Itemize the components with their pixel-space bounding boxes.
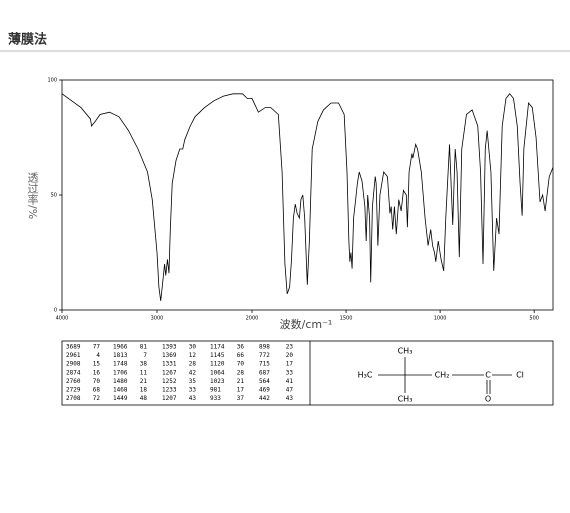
peak-transmittance: 42 [189, 369, 197, 376]
peak-transmittance: 18 [140, 387, 148, 394]
peak-transmittance: 38 [140, 361, 148, 368]
structure-atom: CH₃ [398, 395, 413, 404]
peak-wavenumber: 442 [259, 395, 270, 402]
peak-transmittance: 21 [140, 378, 148, 385]
peak-transmittance: 70 [237, 361, 245, 368]
x-tick-label: 4000 [56, 316, 69, 322]
peak-wavenumber: 715 [259, 361, 270, 368]
peak-transmittance: 70 [93, 378, 101, 385]
page-title: 薄膜法 [8, 32, 47, 48]
peak-transmittance: 21 [237, 378, 245, 385]
peak-transmittance: 66 [237, 352, 245, 359]
peak-wavenumber: 687 [259, 369, 270, 376]
structure-atom: Cl [516, 371, 524, 380]
peak-transmittance: 28 [237, 369, 245, 376]
peak-transmittance: 7 [143, 352, 147, 359]
peak-wavenumber: 3689 [66, 344, 81, 351]
peak-wavenumber: 1480 [113, 378, 128, 385]
peak-wavenumber: 933 [210, 395, 221, 402]
peak-wavenumber: 1706 [113, 369, 128, 376]
peak-transmittance: 68 [93, 387, 101, 394]
structure-atom: CH₃ [398, 347, 413, 356]
peak-wavenumber: 2908 [66, 361, 81, 368]
peak-transmittance: 81 [140, 344, 148, 351]
peak-wavenumber: 1252 [162, 378, 177, 385]
structure-atom: H₃C [358, 371, 373, 380]
x-tick-label: 500 [529, 316, 539, 322]
y-axis-label: 透过率/% [26, 172, 39, 219]
peak-transmittance: 36 [237, 344, 245, 351]
peak-wavenumber: 1064 [210, 369, 225, 376]
peak-transmittance: 23 [286, 344, 294, 351]
y-tick-label: 50 [51, 193, 57, 199]
peak-transmittance: 41 [286, 378, 294, 385]
peak-wavenumber: 1966 [113, 344, 128, 351]
peak-transmittance: 43 [189, 395, 197, 402]
peak-transmittance: 33 [286, 369, 294, 376]
structure-atom: CH₂ [435, 371, 450, 380]
peak-transmittance: 48 [140, 395, 148, 402]
peak-wavenumber: 1023 [210, 378, 225, 385]
peak-wavenumber: 2961 [66, 352, 81, 359]
peak-transmittance: 33 [189, 387, 197, 394]
peak-transmittance: 12 [189, 352, 197, 359]
peak-wavenumber: 1468 [113, 387, 128, 394]
peak-wavenumber: 2874 [66, 369, 81, 376]
peak-wavenumber: 981 [210, 387, 221, 394]
peak-wavenumber: 1145 [210, 352, 225, 359]
peak-transmittance: 16 [93, 369, 101, 376]
peak-wavenumber: 1393 [162, 344, 177, 351]
peak-wavenumber: 1267 [162, 369, 177, 376]
peak-wavenumber: 2708 [66, 395, 81, 402]
peak-wavenumber: 1449 [113, 395, 128, 402]
peak-transmittance: 17 [286, 361, 294, 368]
peak-transmittance: 20 [286, 352, 294, 359]
peak-transmittance: 30 [189, 344, 197, 351]
table-frame [61, 340, 554, 406]
peak-wavenumber: 772 [259, 352, 270, 359]
y-tick-label: 0 [54, 308, 57, 314]
peak-wavenumber: 1331 [162, 361, 177, 368]
peak-transmittance: 4 [96, 352, 100, 359]
peak-wavenumber: 1748 [113, 361, 128, 368]
x-tick-label: 1500 [340, 316, 353, 322]
spectrum-line [61, 93, 554, 301]
peak-wavenumber: 2729 [66, 387, 81, 394]
peak-wavenumber: 1120 [210, 361, 225, 368]
peak-transmittance: 28 [189, 361, 197, 368]
peak-transmittance: 15 [93, 361, 101, 368]
peak-transmittance: 17 [237, 387, 245, 394]
x-axis-label: 波数/cm⁻¹ [280, 318, 333, 331]
peak-wavenumber: 1233 [162, 387, 177, 394]
structure-atom: O [485, 395, 491, 404]
peak-transmittance: 72 [93, 395, 101, 402]
peak-transmittance: 11 [140, 369, 148, 376]
peak-wavenumber: 1207 [162, 395, 177, 402]
peak-wavenumber: 564 [259, 378, 270, 385]
peak-transmittance: 47 [286, 387, 294, 394]
structure-atom: C [485, 371, 491, 380]
peak-wavenumber: 1174 [210, 344, 225, 351]
x-tick-label: 1000 [434, 316, 447, 322]
peak-wavenumber: 2760 [66, 378, 81, 385]
peak-wavenumber: 1813 [113, 352, 128, 359]
peak-transmittance: 43 [286, 395, 294, 402]
x-tick-label: 3000 [151, 316, 164, 322]
structure-bonds [378, 357, 512, 394]
peak-wavenumber: 469 [259, 387, 270, 394]
peak-wavenumber: 1369 [162, 352, 177, 359]
peak-transmittance: 77 [93, 344, 101, 351]
peak-wavenumber: 898 [259, 344, 270, 351]
peak-transmittance: 35 [189, 378, 197, 385]
peak-transmittance: 37 [237, 395, 245, 402]
y-tick-label: 100 [47, 78, 57, 84]
x-tick-label: 2000 [246, 316, 259, 322]
